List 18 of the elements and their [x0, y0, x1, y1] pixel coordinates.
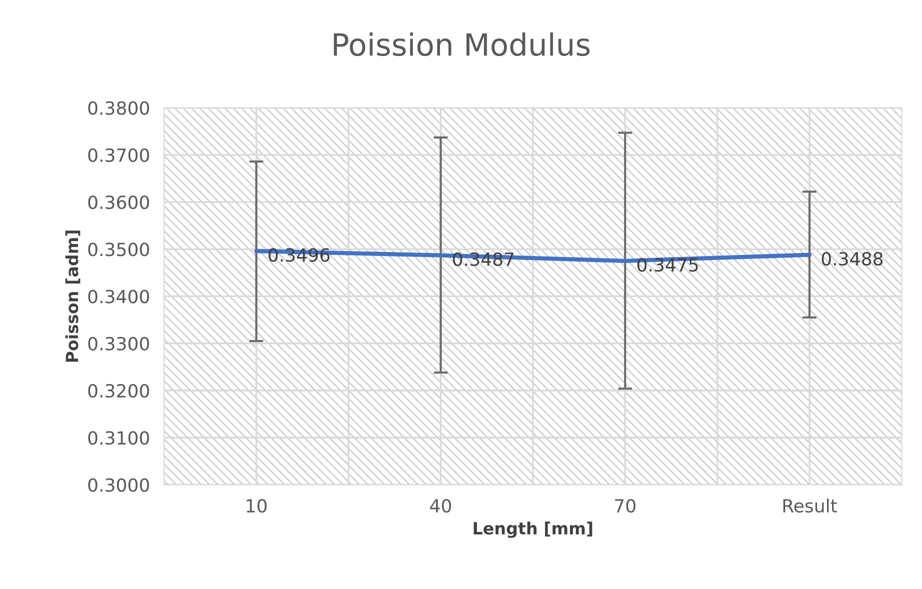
x-tick-label: 10 — [246, 498, 267, 513]
y-tick-label: 0.3600 — [88, 195, 150, 210]
y-tick-label: 0.3200 — [88, 384, 150, 398]
x-tick-label: 40 — [430, 498, 452, 513]
x-tick-label: Result — [783, 498, 837, 513]
data-label: 0.3488 — [822, 252, 883, 266]
x-tick-label: 70 — [615, 498, 636, 513]
y-tick-label: 0.3800 — [88, 101, 150, 115]
y-tick-label: 0.3500 — [88, 242, 150, 256]
x-axis-title: Length [mm] — [474, 522, 592, 538]
chart-title: Poission Modulus — [334, 32, 590, 56]
data-label: 0.3475 — [637, 258, 698, 272]
y-axis-title: Poisson [adm] — [65, 230, 80, 362]
y-tick-label: 0.3000 — [88, 478, 150, 492]
y-tick-label: 0.3400 — [88, 290, 150, 304]
y-tick-label: 0.3700 — [88, 148, 150, 162]
y-tick-label: 0.3300 — [88, 336, 150, 351]
y-tick-label: 0.3100 — [88, 431, 150, 445]
